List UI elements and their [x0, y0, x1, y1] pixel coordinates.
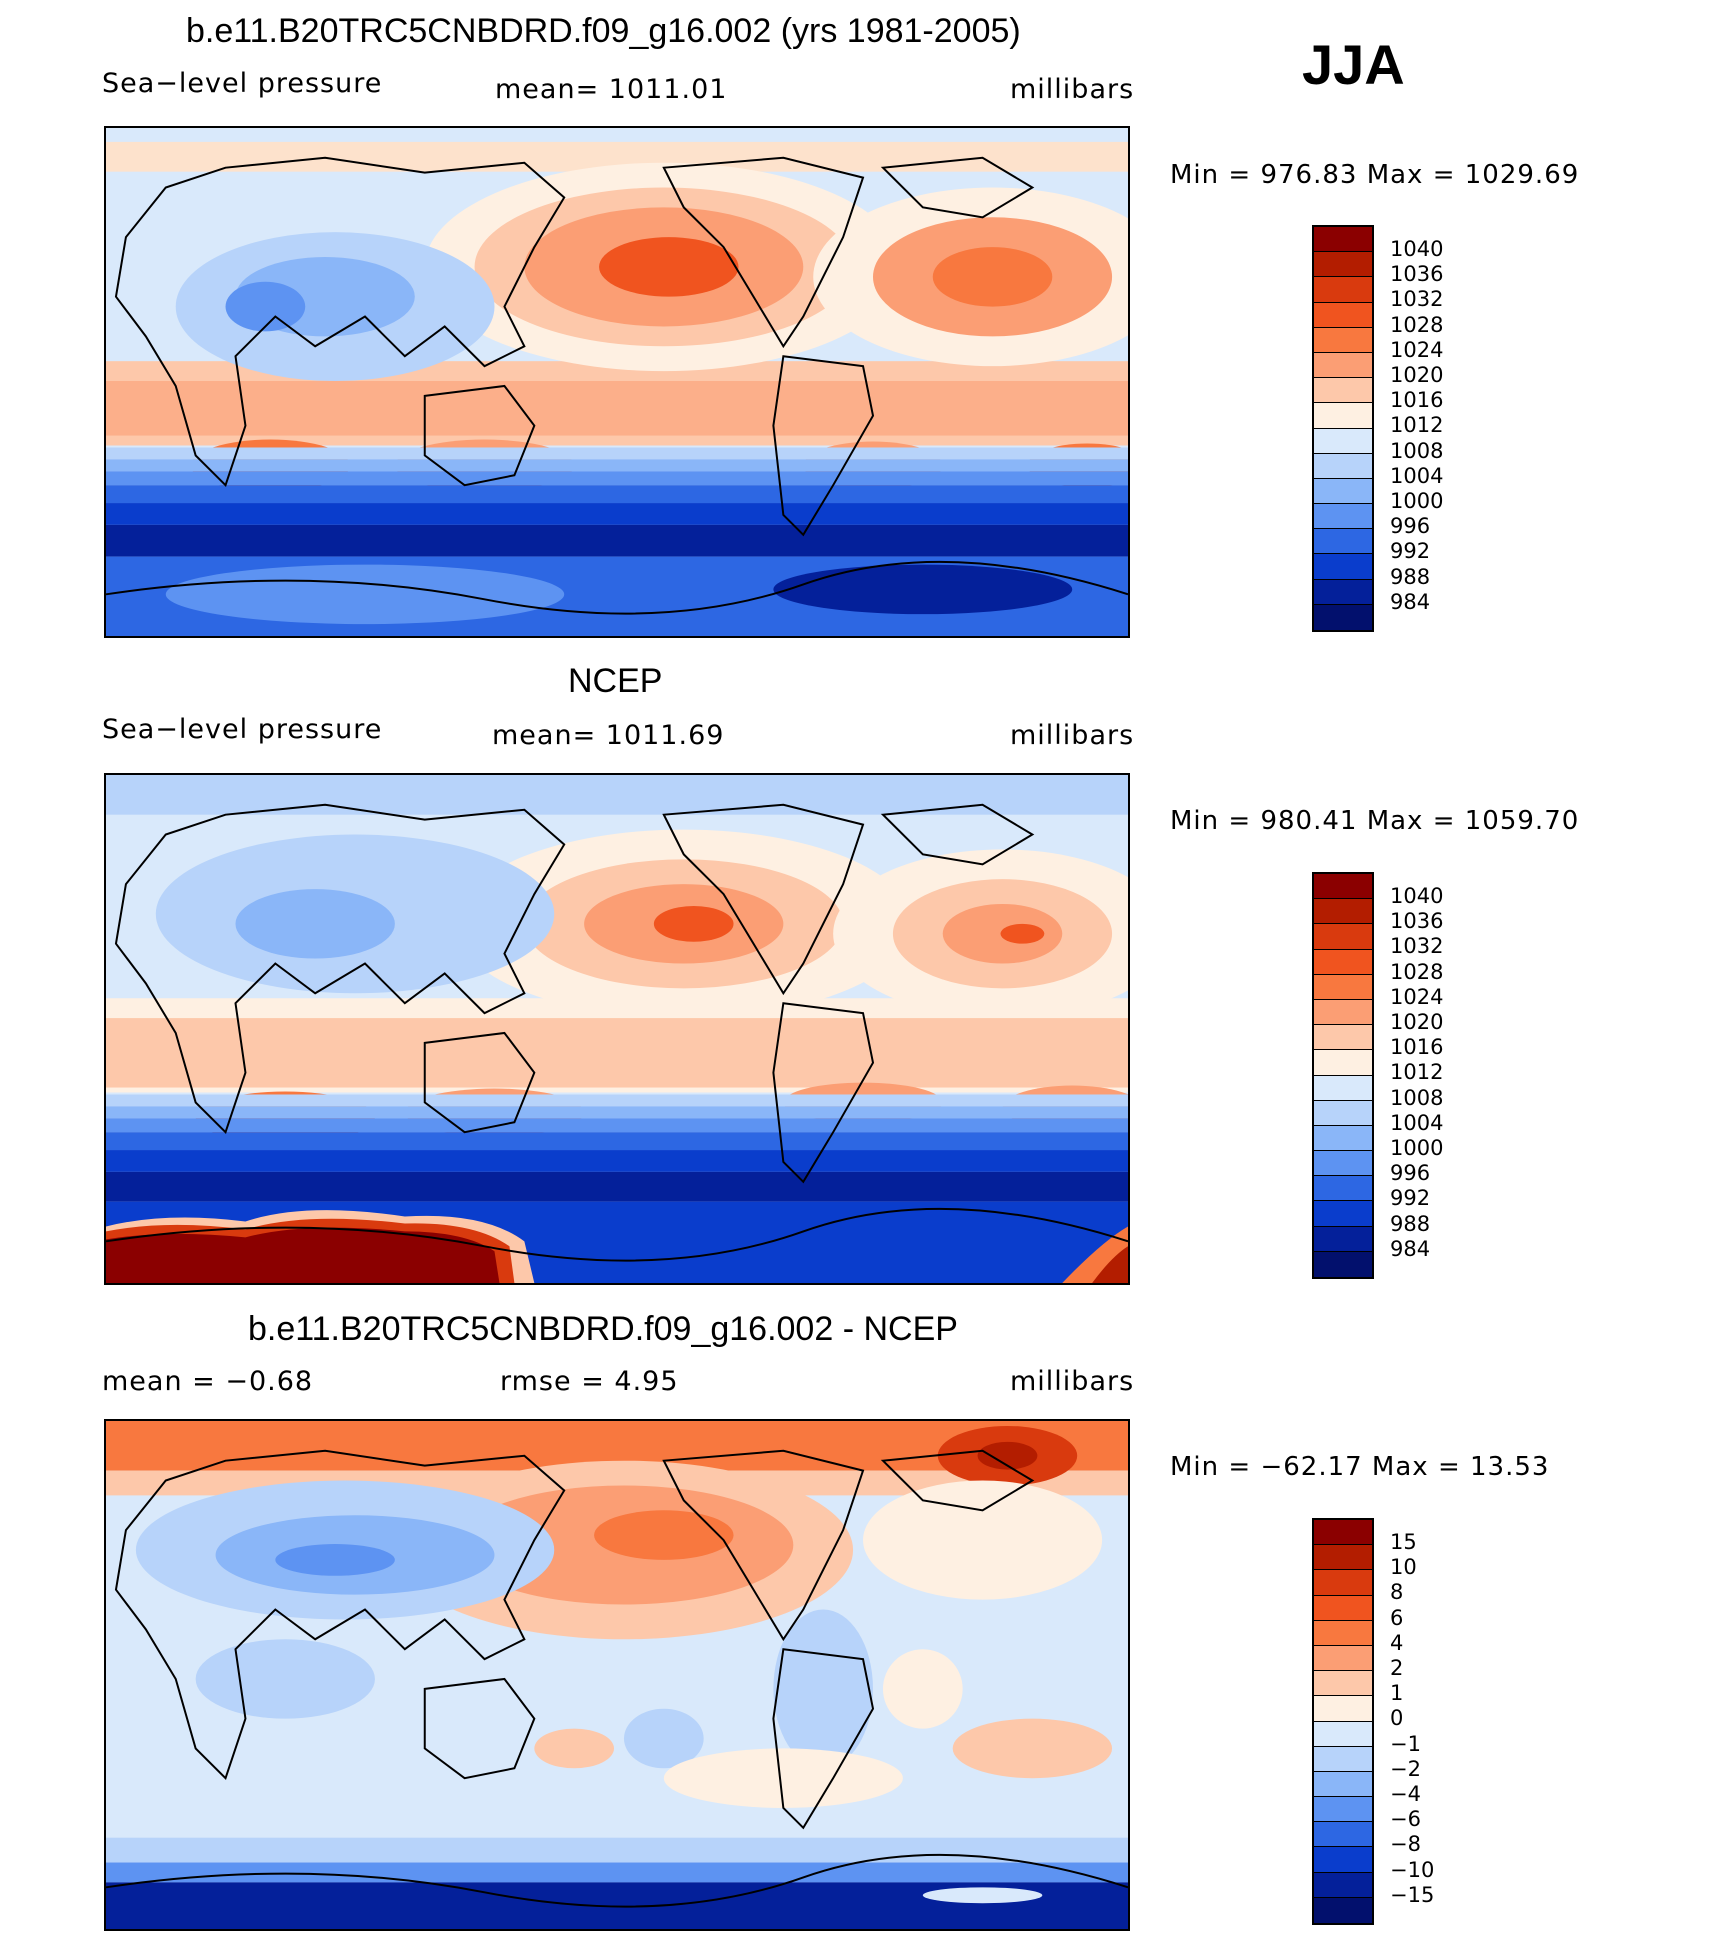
panel2-field	[106, 775, 1128, 1283]
colorbar-tick-label: 1020	[1390, 363, 1444, 387]
colorbar-tick-label: 1020	[1390, 1010, 1444, 1034]
colorbar-tick-label: 1040	[1390, 884, 1444, 908]
panel1-variable-label: Sea−level pressure	[102, 68, 383, 99]
panel3-minmax-label: Min = −62.17 Max = 13.53	[1170, 1452, 1550, 1482]
colorbar-tick-label: 988	[1390, 1211, 1431, 1236]
panel3-map	[104, 1419, 1130, 1931]
colorbar-tick-label: 1028	[1390, 959, 1444, 984]
colorbar-tick-label: −2	[1390, 1756, 1421, 1781]
colorbar-tick-label: 10	[1390, 1555, 1417, 1580]
panel2-title: NCEP	[568, 662, 663, 700]
colorbar-tick-label: 1032	[1390, 934, 1444, 959]
colorbar-tick-label: 1004	[1390, 463, 1444, 488]
panel3-rmse-label: rmse = 4.95	[500, 1366, 679, 1397]
colorbar-tick-label: 1008	[1390, 1085, 1444, 1110]
panel2-map	[104, 773, 1130, 1285]
panel2-minmax-label: Min = 980.41 Max = 1059.70	[1170, 806, 1580, 836]
colorbar-tick-label: 1	[1390, 1681, 1404, 1706]
colorbar-tick-label: 1040	[1390, 237, 1444, 261]
colorbar-tick-label: 0	[1390, 1706, 1404, 1731]
colorbar-tick-label: 1000	[1390, 1136, 1444, 1160]
panel1-map	[104, 126, 1130, 638]
panel3-field	[106, 1421, 1128, 1929]
colorbar-tick-label: 1000	[1390, 489, 1444, 513]
panel1-colorbar	[1312, 225, 1374, 632]
colorbar-tick-label: 1036	[1390, 909, 1444, 934]
colorbar-tick-label: 992	[1390, 1186, 1431, 1211]
colorbar-tick-label: 1012	[1390, 1060, 1444, 1085]
colorbar-tick-label: 15	[1390, 1530, 1417, 1554]
colorbar-tick-label: 996	[1390, 1161, 1431, 1186]
colorbar-tick-label: 992	[1390, 539, 1431, 564]
colorbar-tick-label: −6	[1390, 1807, 1421, 1832]
panel3-mean-label: mean = −0.68	[102, 1366, 314, 1397]
colorbar-tick-label: 6	[1390, 1605, 1404, 1630]
colorbar-tick-label: 1016	[1390, 388, 1444, 413]
panel2-mean-label: mean= 1011.69	[492, 720, 725, 751]
panel2-variable-label: Sea−level pressure	[102, 714, 383, 745]
panel2-units-label: millibars	[1010, 720, 1135, 751]
colorbar-tick-label: 1028	[1390, 312, 1444, 337]
season-label: JJA	[1302, 33, 1405, 96]
colorbar-tick-label: −8	[1390, 1832, 1421, 1857]
colorbar-tick-label: 1004	[1390, 1110, 1444, 1135]
colorbar-tick-label: 1024	[1390, 337, 1444, 362]
colorbar-tick-label: 2	[1390, 1656, 1404, 1680]
colorbar-tick-label: 1036	[1390, 262, 1444, 287]
colorbar-tick-label: −1	[1390, 1731, 1421, 1756]
colorbar-tick-label: 1032	[1390, 287, 1444, 312]
panel1-field	[106, 128, 1128, 636]
colorbar-tick-label: −4	[1390, 1782, 1421, 1806]
colorbar-tick-label: 8	[1390, 1580, 1404, 1605]
colorbar-tick-label: 1016	[1390, 1035, 1444, 1060]
colorbar-tick-label: 984	[1390, 589, 1431, 614]
panel2-colorbar	[1312, 872, 1374, 1279]
colorbar-tick-label: 988	[1390, 564, 1431, 589]
panel3-colorbar	[1312, 1518, 1374, 1925]
panel3-units-label: millibars	[1010, 1366, 1135, 1397]
colorbar-tick-label: 1012	[1390, 413, 1444, 438]
panel1-mean-label: mean= 1011.01	[495, 74, 728, 105]
colorbar-tick-label: 984	[1390, 1236, 1431, 1261]
panel1-units-label: millibars	[1010, 74, 1135, 105]
panel3-title: b.e11.B20TRC5CNBDRD.f09_g16.002 - NCEP	[248, 1310, 958, 1348]
colorbar-tick-label: 1024	[1390, 984, 1444, 1009]
colorbar-tick-label: 996	[1390, 514, 1431, 539]
colorbar-tick-label: −15	[1390, 1882, 1435, 1907]
colorbar-tick-label: 4	[1390, 1630, 1404, 1655]
colorbar-tick-label: 1008	[1390, 438, 1444, 463]
colorbar-tick-label: −10	[1390, 1857, 1435, 1882]
panel1-minmax-label: Min = 976.83 Max = 1029.69	[1170, 160, 1580, 190]
panel1-title: b.e11.B20TRC5CNBDRD.f09_g16.002 (yrs 198…	[186, 12, 1021, 50]
